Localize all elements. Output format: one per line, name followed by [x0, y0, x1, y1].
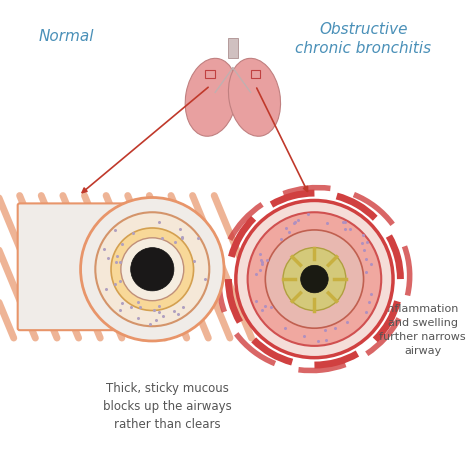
Text: Inflammation
and swelling
further narrows
airway: Inflammation and swelling further narrow…: [379, 304, 466, 356]
Circle shape: [265, 230, 364, 328]
Circle shape: [247, 212, 381, 346]
Ellipse shape: [185, 58, 237, 136]
FancyBboxPatch shape: [18, 203, 179, 330]
Circle shape: [95, 212, 210, 326]
Circle shape: [301, 265, 328, 293]
Circle shape: [283, 248, 346, 310]
Circle shape: [81, 198, 224, 341]
Bar: [228, 39, 238, 58]
Text: Obstructive
chronic bronchitis: Obstructive chronic bronchitis: [295, 22, 432, 57]
Circle shape: [236, 201, 393, 358]
Circle shape: [111, 228, 193, 310]
Text: Normal: Normal: [39, 29, 95, 43]
Text: Thick, sticky mucous
blocks up the airways
rather than clears: Thick, sticky mucous blocks up the airwa…: [103, 382, 231, 431]
Bar: [205, 70, 215, 77]
Circle shape: [121, 238, 184, 301]
Bar: [251, 70, 260, 77]
Circle shape: [131, 248, 174, 291]
Ellipse shape: [228, 58, 281, 136]
